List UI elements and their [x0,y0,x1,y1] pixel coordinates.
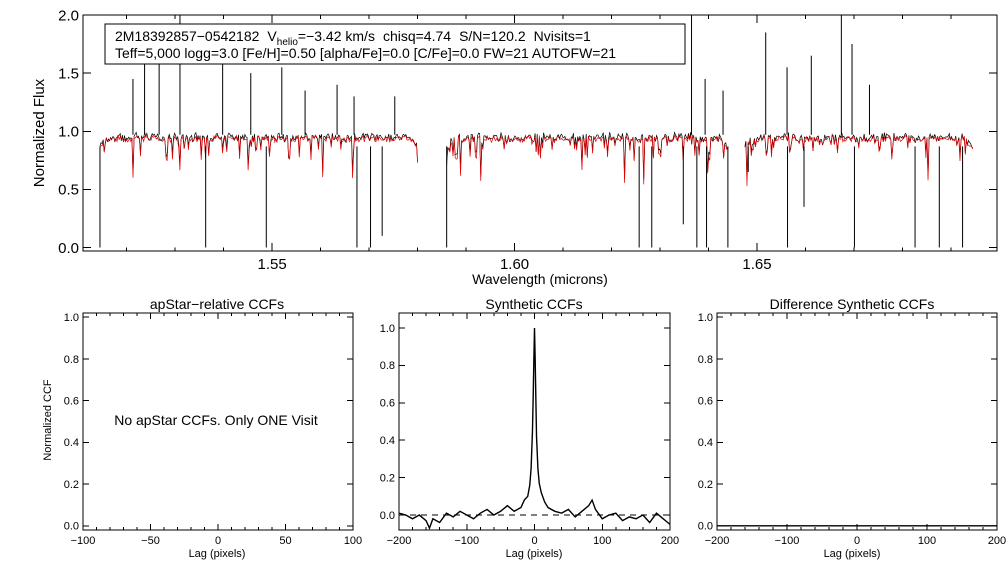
difference-ccf-frame [716,312,998,531]
x-tick-label: 100 [918,535,936,547]
y-tick-label: 0.6 [698,395,713,407]
synthetic-ccf-panel: Synthetic CCFs −200 −100 0 100 200 0.0 0.2 0.4… [380,296,679,560]
synthetic-ccf-line [398,327,671,530]
spectrum-x-label: Wavelength (microns) [472,271,608,287]
difference-ccf-panel: Difference Synthetic CCFs −200 −100 0 100 20… [698,296,1006,560]
y-tick-label: 0.8 [698,354,713,366]
synthetic-x-ticks: −200 −100 0 100 200 [387,313,679,547]
chisq-value: chisq=4.74 [383,28,451,44]
difference-x-label: Lag (pixels) [824,548,881,560]
synthetic-ccf-title: Synthetic CCFs [485,296,582,312]
difference-y-ticks: 0.0 0.2 0.4 0.6 0.8 1.0 [698,312,997,533]
spectrum-header-box [104,23,686,65]
y-tick-label: 0.2 [64,479,79,491]
y-tick-label: 1.0 [698,312,713,324]
apstar-ccf-panel: apStar−relative CCFs −100 −50 0 50 100 0.00.… [42,296,362,560]
y-tick-label: 2.0 [58,7,79,24]
synthetic-x-label: Lag (pixels) [506,548,563,560]
spectrum-header-line1: 2M18392857−0542182 Vhelio=−3.42 km/s chisq… [115,28,591,48]
vhelio-value: =−3.42 km/s [298,28,375,44]
x-tick-label: −50 [141,535,160,547]
x-tick-label: 0 [854,535,860,547]
ccf-y-label: Normalized CCF [42,379,54,461]
difference-ccf-title: Difference Synthetic CCFs [770,296,935,312]
y-tick-label: 0.4 [64,437,79,449]
x-tick-label: 1.60 [500,256,529,273]
x-tick-label: −100 [454,535,479,547]
x-tick-label: 0 [531,535,537,547]
spectrum-y-ticks: 0.0 0.5 1.0 1.5 2.0 [58,7,997,257]
y-tick-label: 0.2 [380,472,395,484]
x-tick-label: 200 [988,535,1006,547]
y-tick-label: 0.2 [698,479,713,491]
y-tick-label: 0.8 [64,354,79,366]
vhelio-subscript: helio [277,37,299,48]
apstar-ccf-title: apStar−relative CCFs [150,296,284,312]
x-tick-label: −100 [71,535,96,547]
x-tick-label: 1.65 [742,256,771,273]
y-tick-label: 1.0 [58,124,79,141]
stellar-params: Teff=5,000 logg=3.0 [Fe/H]=0.50 [alpha/F… [115,45,616,61]
x-tick-label: 100 [344,535,362,547]
apstar-y-ticks: 0.0 0.2 0.4 0.6 0.8 1.0 [64,312,353,533]
y-tick-label: 0.0 [58,240,79,257]
snr-value: S/N=120.2 [459,28,526,44]
synthetic-y-ticks: 0.0 0.2 0.4 0.6 0.8 1.0 [380,323,670,522]
spectrum-frame [82,14,998,252]
nvisits-value: Nvisits=1 [534,28,591,44]
x-tick-label: 200 [661,535,679,547]
y-tick-label: 1.0 [64,312,79,324]
x-tick-label: −200 [387,535,412,547]
star-id: 2M18392857−0542182 [115,28,260,44]
apstar-x-ticks: −100 −50 0 50 100 [71,313,362,547]
apstar-x-label: Lag (pixels) [189,548,246,560]
y-tick-label: 0.0 [380,510,395,522]
y-tick-label: 0.5 [58,182,79,199]
x-tick-label: 100 [593,535,611,547]
observed-spectrum-line [99,131,974,181]
y-tick-label: 0.4 [380,435,395,447]
spectrum-y-label: Normalized Flux [31,78,48,187]
x-tick-label: 1.55 [258,256,287,273]
vhelio-label: V [267,28,277,44]
y-tick-label: 0.6 [380,398,395,410]
spectrum-panel: 1.55 1.60 1.65 0.0 0.5 1.0 1.5 2.0 2M18392857−… [31,7,998,287]
x-tick-label: 50 [279,535,291,547]
y-tick-label: 1.0 [380,323,395,335]
x-tick-label: −100 [775,535,800,547]
y-tick-label: 0.0 [698,521,713,533]
y-tick-label: 0.0 [64,521,79,533]
y-tick-label: 0.8 [380,360,395,372]
y-tick-label: 0.4 [698,437,713,449]
spectrum-x-ticks: 1.55 1.60 1.65 [126,15,952,273]
difference-x-ticks: −200 −100 0 100 200 [705,313,1006,547]
y-tick-label: 1.5 [58,65,79,82]
x-tick-label: 0 [215,535,221,547]
synthetic-ccf-lines [398,327,671,530]
model-spectrum-line [99,134,974,186]
no-apstar-note: No apStar CCFs. Only ONE Visit [114,412,318,428]
x-tick-label: −200 [705,535,730,547]
y-tick-label: 0.6 [64,395,79,407]
